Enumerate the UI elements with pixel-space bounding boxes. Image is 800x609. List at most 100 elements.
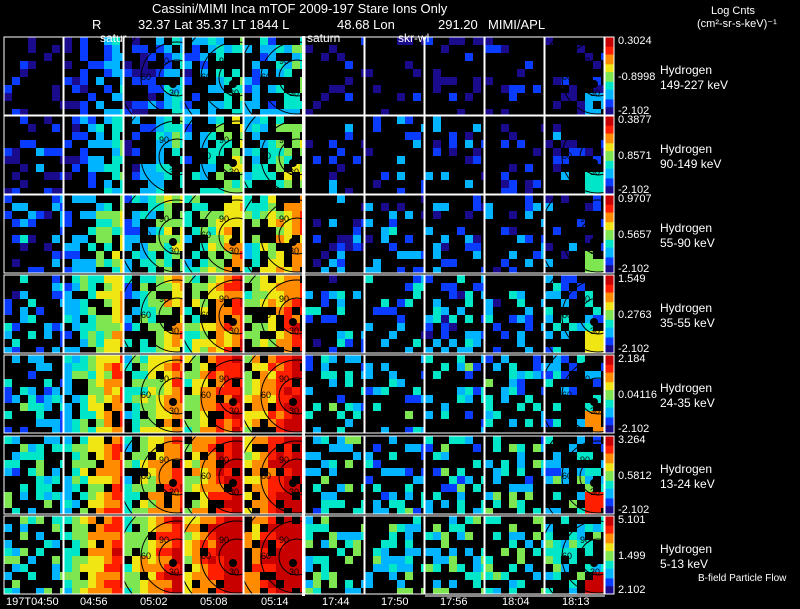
heatmap-cell bbox=[509, 267, 517, 273]
heatmap-cell bbox=[200, 347, 208, 353]
colorbar-segment bbox=[605, 214, 614, 217]
heatmap-cell bbox=[545, 363, 553, 371]
heatmap-cell bbox=[292, 436, 300, 444]
heatmap-cell bbox=[493, 476, 501, 484]
heatmap-cell bbox=[373, 403, 381, 411]
heatmap-cell bbox=[184, 77, 192, 85]
heatmap-cell bbox=[276, 556, 284, 564]
heatmap-cell bbox=[208, 468, 216, 476]
heatmap-cell bbox=[593, 411, 601, 419]
contour-label: 60 bbox=[562, 72, 572, 82]
colorbar-segment bbox=[605, 296, 614, 299]
heatmap-panel bbox=[365, 116, 424, 194]
heatmap-cell bbox=[224, 267, 232, 273]
heatmap-cell bbox=[192, 291, 200, 299]
heatmap-cell bbox=[449, 291, 457, 299]
heatmap-cell bbox=[541, 419, 544, 427]
heatmap-cell bbox=[493, 347, 501, 353]
heatmap-cell bbox=[184, 556, 192, 564]
heatmap-cell bbox=[485, 460, 493, 468]
heatmap-cell bbox=[313, 307, 321, 315]
heatmap-cell bbox=[112, 291, 120, 299]
heatmap-cell bbox=[313, 339, 321, 347]
heatmap-cell bbox=[156, 524, 164, 532]
heatmap-cell bbox=[172, 195, 180, 203]
heatmap-cell bbox=[405, 492, 413, 500]
heatmap-cell bbox=[268, 419, 276, 427]
heatmap-cell bbox=[36, 468, 44, 476]
heatmap-cell bbox=[96, 275, 104, 283]
colorbar-segment bbox=[605, 486, 614, 490]
heatmap-cell bbox=[509, 164, 517, 172]
time-tick-label: 17:44 bbox=[322, 596, 350, 608]
colorbar-segment bbox=[605, 52, 614, 56]
heatmap-cell bbox=[180, 564, 183, 572]
row-label: Hydrogen 149-227 keV bbox=[660, 63, 728, 93]
heatmap-cell bbox=[337, 307, 345, 315]
heatmap-cell bbox=[509, 251, 517, 259]
heatmap-cell bbox=[441, 452, 449, 460]
heatmap-cell bbox=[433, 148, 441, 156]
heatmap-cell bbox=[104, 452, 112, 460]
heatmap-cell bbox=[124, 564, 132, 572]
heatmap-cell bbox=[321, 299, 329, 307]
heatmap-cell bbox=[192, 444, 200, 452]
heatmap-cell bbox=[20, 444, 28, 452]
heatmap-cell bbox=[284, 556, 292, 564]
heatmap-cell bbox=[232, 203, 240, 211]
heatmap-cell bbox=[329, 355, 337, 363]
heatmap-cell bbox=[545, 588, 553, 594]
heatmap-cell bbox=[541, 323, 544, 331]
heatmap-cell bbox=[120, 436, 123, 444]
contour-arc bbox=[278, 138, 303, 176]
contour-arc bbox=[140, 199, 183, 273]
heatmap-cell bbox=[421, 251, 424, 259]
heatmap-cell bbox=[120, 500, 123, 508]
heatmap-cell bbox=[577, 452, 585, 460]
heatmap-cell bbox=[12, 188, 20, 194]
heatmap-cell bbox=[72, 468, 80, 476]
heatmap-cell bbox=[569, 548, 577, 556]
heatmap-cell bbox=[148, 307, 156, 315]
heatmap-cell bbox=[545, 307, 553, 315]
heatmap-cell bbox=[473, 243, 481, 251]
heatmap-cell bbox=[172, 243, 180, 251]
heatmap-cell bbox=[433, 251, 441, 259]
heatmap-cell bbox=[569, 85, 577, 93]
heatmap-cell bbox=[373, 444, 381, 452]
heatmap-cell bbox=[124, 572, 132, 580]
heatmap-cell bbox=[192, 419, 200, 427]
heatmap-cell bbox=[216, 532, 224, 540]
colorbar-segment bbox=[605, 521, 614, 525]
heatmap-cell bbox=[593, 331, 601, 339]
heatmap-cell bbox=[545, 140, 553, 148]
heatmap-cell bbox=[337, 195, 345, 203]
heatmap-cell bbox=[321, 492, 329, 500]
contour-arc bbox=[278, 458, 303, 496]
heatmap-cell bbox=[172, 93, 180, 101]
heatmap-cell bbox=[80, 259, 88, 267]
colorbar-segment bbox=[605, 308, 614, 311]
heatmap-cell bbox=[292, 419, 300, 427]
heatmap-cell bbox=[44, 116, 52, 124]
heatmap-cell bbox=[268, 524, 276, 532]
heatmap-cell bbox=[541, 371, 544, 379]
heatmap-cell bbox=[180, 93, 183, 101]
heatmap-cell bbox=[156, 45, 164, 53]
heatmap-cell bbox=[200, 164, 208, 172]
panel-border bbox=[123, 36, 184, 116]
heatmap-cell bbox=[292, 283, 300, 291]
heatmap-cell bbox=[132, 109, 140, 115]
panel-border bbox=[123, 515, 184, 595]
heatmap-cell bbox=[60, 444, 63, 452]
heatmap-cell bbox=[184, 355, 192, 363]
heatmap-cell bbox=[329, 468, 337, 476]
heatmap-cell bbox=[405, 484, 413, 492]
heatmap-cell bbox=[337, 267, 345, 273]
heatmap-cell bbox=[72, 307, 80, 315]
heatmap-cell bbox=[112, 355, 120, 363]
heatmap-cell bbox=[260, 492, 268, 500]
heatmap-cell bbox=[224, 45, 232, 53]
contour-label: 60 bbox=[141, 230, 151, 240]
